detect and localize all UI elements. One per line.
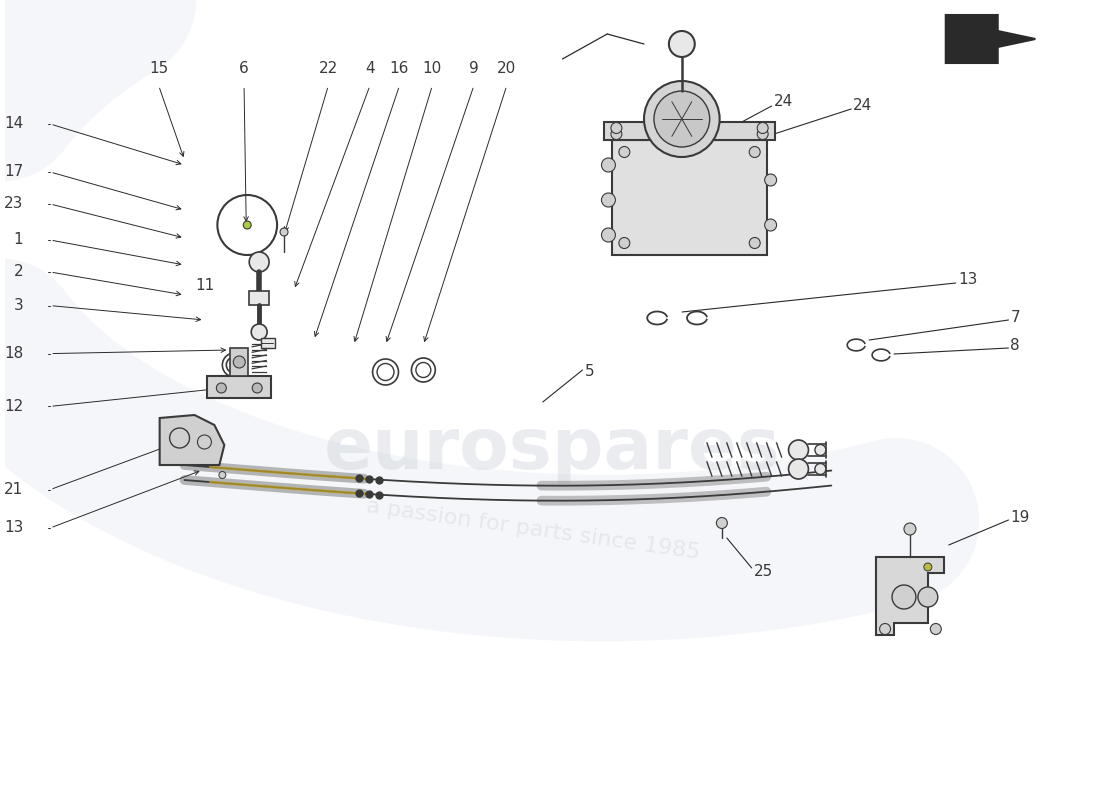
Circle shape [757, 122, 768, 134]
Polygon shape [946, 15, 1035, 63]
Bar [261, 338, 275, 348]
Text: 18: 18 [4, 346, 23, 361]
Text: 13: 13 [959, 273, 978, 287]
Text: 14: 14 [4, 117, 23, 131]
Circle shape [619, 146, 630, 158]
Circle shape [602, 158, 615, 172]
Bar [605, 122, 774, 140]
Circle shape [602, 228, 615, 242]
Text: 9: 9 [469, 61, 478, 76]
Polygon shape [160, 415, 224, 465]
Text: 2: 2 [13, 265, 23, 279]
Circle shape [917, 587, 938, 607]
Circle shape [217, 383, 227, 393]
Text: 6: 6 [239, 61, 249, 76]
Text: 1: 1 [13, 233, 23, 247]
Circle shape [610, 122, 621, 134]
Circle shape [169, 428, 189, 448]
Text: 17: 17 [4, 165, 23, 179]
Circle shape [233, 356, 245, 368]
Circle shape [619, 238, 630, 249]
Text: 25: 25 [754, 565, 773, 579]
Circle shape [880, 623, 891, 634]
Text: 23: 23 [4, 197, 23, 211]
Circle shape [654, 91, 710, 147]
Circle shape [815, 463, 826, 474]
Circle shape [644, 81, 719, 157]
Circle shape [252, 383, 262, 393]
Text: 12: 12 [4, 399, 23, 414]
Circle shape [931, 623, 942, 634]
Circle shape [892, 585, 916, 609]
Circle shape [716, 518, 727, 529]
Circle shape [280, 228, 288, 236]
Circle shape [764, 174, 777, 186]
Text: 11: 11 [195, 278, 214, 293]
Bar [250, 291, 270, 305]
Polygon shape [613, 140, 767, 255]
Circle shape [251, 324, 267, 340]
Text: 19: 19 [1011, 510, 1030, 526]
Text: 15: 15 [148, 61, 168, 76]
Circle shape [243, 221, 251, 229]
Polygon shape [876, 557, 944, 635]
Circle shape [789, 459, 808, 479]
Text: 5: 5 [584, 365, 594, 379]
Circle shape [757, 129, 768, 139]
Text: 20: 20 [497, 61, 516, 76]
Text: 10: 10 [422, 61, 442, 76]
Circle shape [924, 563, 932, 571]
Circle shape [789, 440, 808, 460]
Circle shape [764, 219, 777, 231]
Text: 24: 24 [854, 98, 872, 113]
Text: 3: 3 [13, 298, 23, 313]
Circle shape [749, 146, 760, 158]
Circle shape [198, 435, 211, 449]
Text: 13: 13 [4, 521, 23, 535]
Circle shape [219, 471, 225, 478]
Text: 7: 7 [1011, 310, 1020, 326]
Circle shape [749, 238, 760, 249]
Text: 8: 8 [1011, 338, 1020, 353]
Circle shape [250, 252, 270, 272]
Text: 24: 24 [773, 94, 793, 110]
Bar [230, 348, 249, 376]
Bar [208, 376, 271, 398]
Text: 16: 16 [389, 61, 409, 76]
Circle shape [669, 31, 695, 57]
Circle shape [904, 523, 916, 535]
Text: 4: 4 [365, 61, 375, 76]
Text: a passion for parts since 1985: a passion for parts since 1985 [364, 497, 701, 563]
Text: eurospares: eurospares [324, 415, 781, 485]
Circle shape [610, 129, 621, 139]
Circle shape [602, 193, 615, 207]
Circle shape [815, 445, 826, 455]
Text: 22: 22 [319, 61, 338, 76]
Text: 21: 21 [4, 482, 23, 497]
